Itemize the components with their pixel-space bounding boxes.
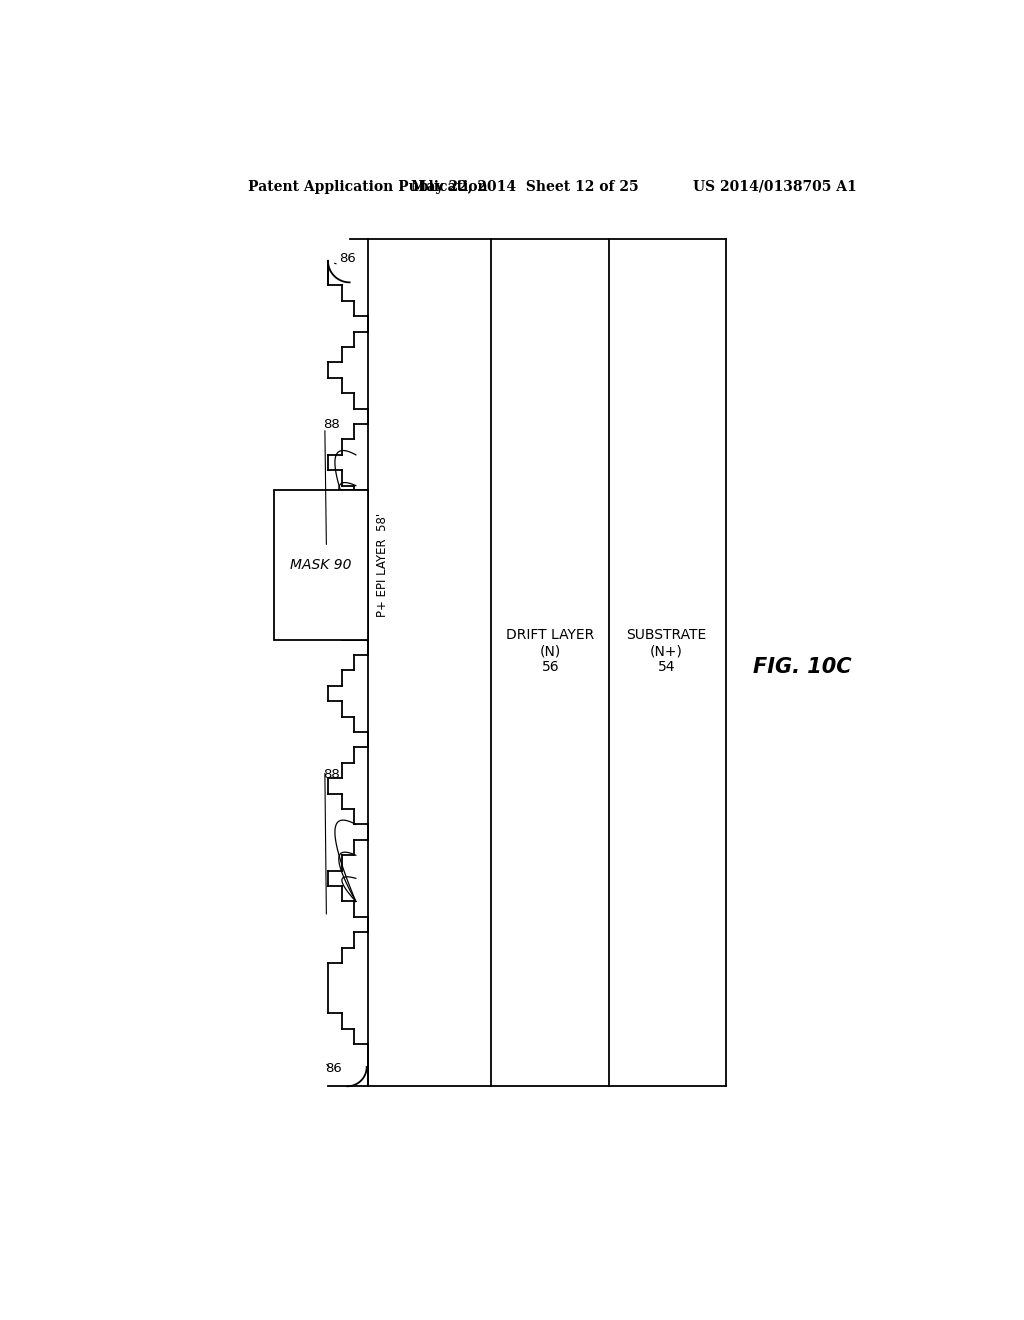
Text: 88: 88 — [324, 768, 340, 781]
Text: SUBSTRATE
(N+)
54: SUBSTRATE (N+) 54 — [627, 628, 707, 675]
Text: May 22, 2014  Sheet 12 of 25: May 22, 2014 Sheet 12 of 25 — [411, 180, 639, 194]
Text: 88: 88 — [324, 417, 340, 430]
Bar — [273, 490, 369, 640]
Text: 86: 86 — [326, 1063, 342, 1074]
Text: MASK 90: MASK 90 — [290, 557, 351, 572]
Text: US 2014/0138705 A1: US 2014/0138705 A1 — [693, 180, 856, 194]
Text: 86: 86 — [340, 252, 356, 265]
Text: FIG. 10C: FIG. 10C — [753, 656, 852, 677]
Text: P+ EPI LAYER  58': P+ EPI LAYER 58' — [376, 512, 389, 616]
Text: DRIFT LAYER
(N)
56: DRIFT LAYER (N) 56 — [506, 628, 595, 675]
Text: Patent Application Publication: Patent Application Publication — [248, 180, 487, 194]
